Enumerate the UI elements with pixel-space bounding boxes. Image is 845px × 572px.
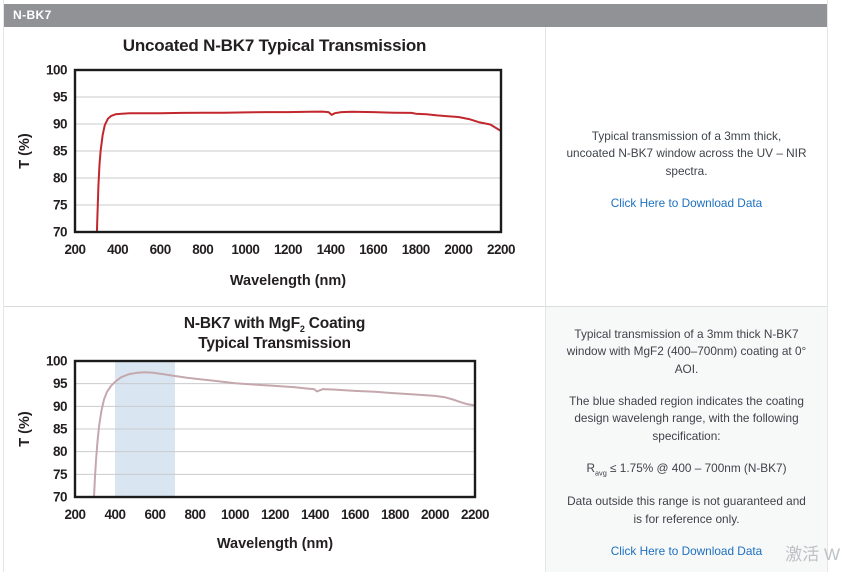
svg-text:90: 90 bbox=[53, 117, 67, 132]
activate-windows-watermark: 激活 W bbox=[785, 545, 840, 564]
y-axis-label: T (%) bbox=[17, 133, 33, 169]
svg-text:1800: 1800 bbox=[381, 507, 409, 522]
svg-text:95: 95 bbox=[53, 377, 68, 392]
svg-text:95: 95 bbox=[53, 90, 68, 105]
section-header-bar: N-BK7 bbox=[4, 4, 827, 27]
coated-title-line2: Typical Transmission bbox=[198, 334, 351, 352]
uncoated-chart-area: Uncoated N-BK7 Typical Transmission 70 75… bbox=[4, 27, 545, 306]
coated-chart-title: N-BK7 with MgF2 Coating Typical Transmis… bbox=[4, 315, 545, 353]
uncoated-description: Typical transmission of a 3mm thick, unc… bbox=[566, 128, 807, 178]
svg-text:75: 75 bbox=[53, 198, 68, 213]
svg-text:1000: 1000 bbox=[231, 242, 259, 257]
svg-text:200: 200 bbox=[64, 507, 85, 522]
download-data-link-coated[interactable]: Click Here to Download Data bbox=[610, 543, 763, 558]
x-axis-label: Wavelength (nm) bbox=[217, 536, 333, 552]
svg-text:2000: 2000 bbox=[421, 507, 449, 522]
svg-text:85: 85 bbox=[53, 422, 68, 437]
uncoated-description-panel: Typical transmission of a 3mm thick, unc… bbox=[545, 27, 827, 306]
coated-transmission-chart: 70 75 80 85 90 95 100 200 400 600 800 1000 1200 1400 1… bbox=[17, 354, 490, 553]
coated-title-post: Coating bbox=[304, 315, 366, 332]
transmission-curve bbox=[95, 110, 502, 233]
svg-text:2200: 2200 bbox=[461, 507, 489, 522]
svg-text:1200: 1200 bbox=[274, 242, 302, 257]
svg-text:100: 100 bbox=[46, 63, 67, 78]
svg-text:70: 70 bbox=[53, 490, 67, 505]
x-axis-label: Wavelength (nm) bbox=[230, 273, 346, 289]
svg-text:600: 600 bbox=[150, 242, 171, 257]
svg-text:800: 800 bbox=[184, 507, 205, 522]
content-panel: N-BK7 Uncoated N-BK7 Typical Transmissio… bbox=[3, 0, 828, 572]
coated-description-panel: Typical transmission of a 3mm thick N-BK… bbox=[545, 307, 827, 572]
coated-title-sub: 2 bbox=[299, 324, 305, 335]
coated-description-1: Typical transmission of a 3mm thick N-BK… bbox=[566, 326, 807, 377]
svg-text:800: 800 bbox=[192, 242, 213, 257]
svg-text:400: 400 bbox=[104, 507, 125, 522]
section-header-title: N-BK7 bbox=[13, 8, 52, 22]
svg-text:1200: 1200 bbox=[261, 507, 289, 522]
svg-text:80: 80 bbox=[53, 445, 67, 460]
svg-text:1600: 1600 bbox=[341, 507, 369, 522]
y-axis-label: T (%) bbox=[17, 412, 33, 448]
spec-pre: R bbox=[586, 460, 595, 475]
coating-spec: Ravg ≤ 1.75% @ 400 – 700nm (N-BK7) bbox=[586, 460, 786, 479]
svg-text:1400: 1400 bbox=[317, 242, 345, 257]
uncoated-chart-title: Uncoated N-BK7 Typical Transmission bbox=[122, 36, 427, 55]
coated-title-pre: N-BK7 with MgF bbox=[183, 315, 300, 332]
download-data-link-uncoated[interactable]: Click Here to Download Data bbox=[610, 195, 763, 210]
uncoated-transmission-chart: 70 75 80 85 90 95 100 200 400 600 800 1000 1200 1400 1… bbox=[17, 63, 516, 290]
svg-text:1000: 1000 bbox=[221, 507, 249, 522]
svg-text:1600: 1600 bbox=[359, 242, 387, 257]
spec-sub: avg bbox=[595, 468, 607, 478]
coated-description-3: Data outside this range is not guarantee… bbox=[567, 494, 806, 526]
coated-chart-area: N-BK7 with MgF2 Coating Typical Transmis… bbox=[4, 307, 545, 572]
svg-text:100: 100 bbox=[46, 354, 67, 369]
svg-text:80: 80 bbox=[53, 171, 67, 186]
transmission-curve bbox=[93, 371, 476, 499]
coated-section: N-BK7 with MgF2 Coating Typical Transmis… bbox=[4, 306, 827, 572]
svg-text:1400: 1400 bbox=[301, 507, 329, 522]
spec-post: ≤ 1.75% @ 400 – 700nm (N-BK7) bbox=[606, 460, 787, 475]
svg-text:1800: 1800 bbox=[402, 242, 430, 257]
uncoated-section: Uncoated N-BK7 Typical Transmission 70 75… bbox=[4, 27, 827, 306]
svg-text:90: 90 bbox=[53, 399, 67, 414]
svg-text:600: 600 bbox=[144, 507, 165, 522]
svg-text:2000: 2000 bbox=[444, 242, 472, 257]
coated-description-2: The blue shaded region indicates the coa… bbox=[569, 393, 804, 444]
svg-text:200: 200 bbox=[64, 242, 85, 257]
svg-text:85: 85 bbox=[53, 144, 68, 159]
svg-text:75: 75 bbox=[53, 467, 68, 482]
svg-text:70: 70 bbox=[53, 225, 67, 240]
svg-text:2200: 2200 bbox=[487, 242, 515, 257]
svg-text:400: 400 bbox=[107, 242, 128, 257]
